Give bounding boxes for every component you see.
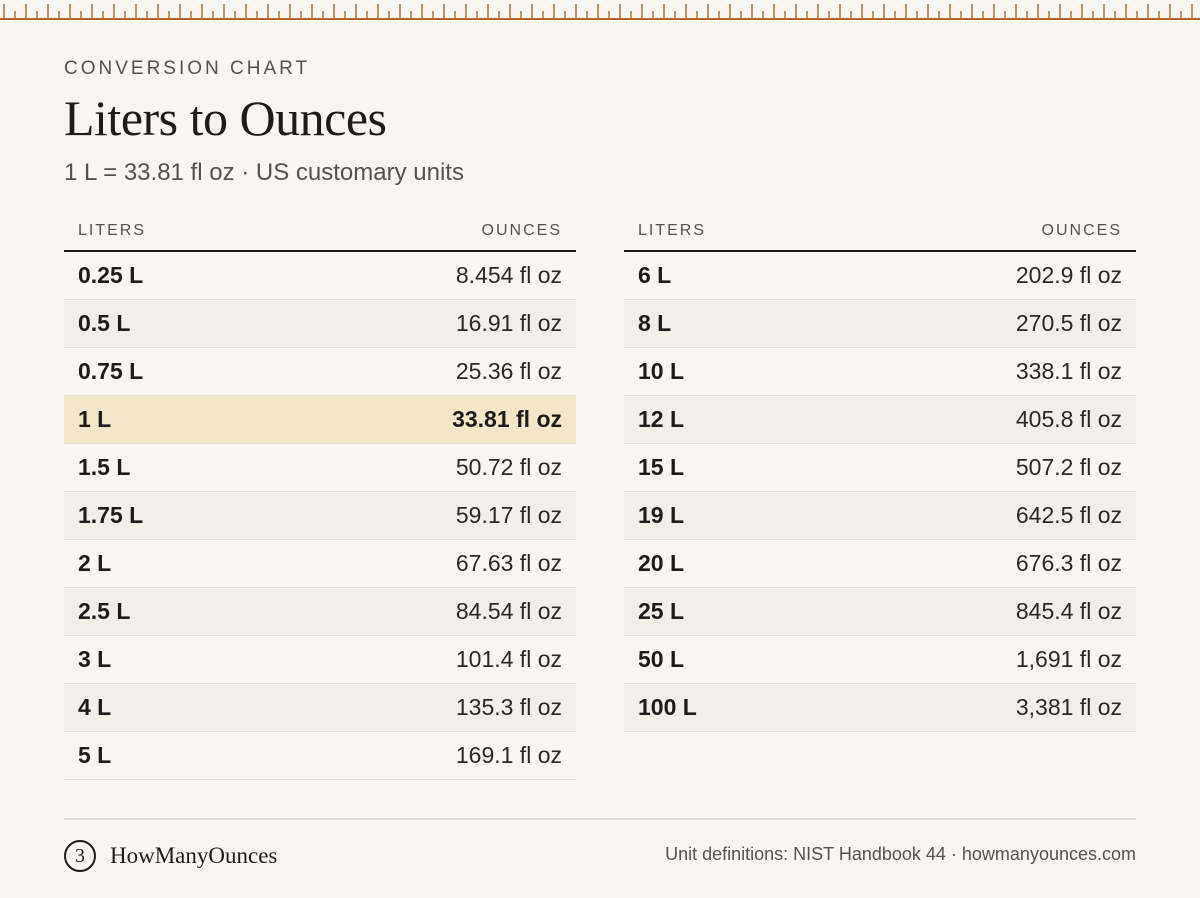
liters-cell: 1.75 L [78,502,144,528]
conversion-table-left: LITERS OUNCES 0.25 L 8.454 fl oz 0.5 L 16.9… [64,212,576,780]
ounces-cell: 16.91 fl oz [455,310,562,336]
ounces-cell: 50.72 fl oz [455,454,562,480]
liters-cell: 0.75 L [78,358,144,384]
ounces-cell: 59.17 fl oz [455,502,562,528]
liters-cell: 8 L [638,310,672,336]
table-row: 8 L 270.5 fl oz [624,300,1136,348]
liters-cell: 12 L [638,406,685,432]
ounces-cell: 169.1 fl oz [455,742,562,768]
ounces-cell: 507.2 fl oz [1015,454,1122,480]
ounces-cell: 8.454 fl oz [455,262,562,288]
liters-cell: 100 L [638,694,697,720]
ounces-cell: 676.3 fl oz [1015,550,1122,576]
ounces-cell: 135.3 fl oz [455,694,562,720]
ounces-cell: 202.9 fl oz [1015,262,1122,288]
footer-divider [64,818,1136,820]
column-header-ounces: OUNCES [481,222,562,239]
source-credit: Unit definitions: NIST Handbook 44 · how… [665,844,1136,864]
liters-cell: 20 L [638,550,685,576]
table-row: 19 L 642.5 fl oz [624,492,1136,540]
table-row: 0.25 L 8.454 fl oz [64,252,576,300]
table-row: 0.5 L 16.91 fl oz [64,300,576,348]
liters-cell: 6 L [638,262,672,288]
table-row: 25 L 845.4 fl oz [624,588,1136,636]
liters-cell: 1 L [78,406,112,432]
table-row: 1.5 L 50.72 fl oz [64,444,576,492]
table-row: 12 L 405.8 fl oz [624,396,1136,444]
table-row: 4 L 135.3 fl oz [64,684,576,732]
table-row: 5 L 169.1 fl oz [64,732,576,780]
ounces-cell: 84.54 fl oz [455,598,562,624]
liters-cell: 4 L [78,694,112,720]
ounces-cell: 845.4 fl oz [1015,598,1122,624]
ounces-cell: 338.1 fl oz [1015,358,1122,384]
table-row: 2.5 L 84.54 fl oz [64,588,576,636]
liters-cell: 1.5 L [78,454,131,480]
liters-cell: 0.25 L [78,262,144,288]
table-row: 6 L 202.9 fl oz [624,252,1136,300]
ounces-cell: 33.81 fl oz [452,406,562,432]
liters-cell: 19 L [638,502,685,528]
ruler-border [0,0,1200,22]
ounce-symbol-icon: 3 [64,840,96,872]
ounces-cell: 642.5 fl oz [1015,502,1122,528]
table-row: 2 L 67.63 fl oz [64,540,576,588]
page-title: Liters to Ounces [64,90,387,146]
table-row: 50 L 1,691 fl oz [624,636,1136,684]
ounces-cell: 101.4 fl oz [455,646,562,672]
brand-name: HowManyOunces [110,843,278,868]
table-header: LITERS OUNCES [624,212,1136,252]
table-row-highlighted: 1 L 33.81 fl oz [64,396,576,444]
page-subtitle: 1 L = 33.81 fl oz · US customary units [64,159,464,186]
liters-cell: 5 L [78,742,112,768]
liters-cell: 15 L [638,454,685,480]
ounces-cell: 67.63 fl oz [455,550,562,576]
liters-cell: 2.5 L [78,598,131,624]
table-row: 1.75 L 59.17 fl oz [64,492,576,540]
table-row: 20 L 676.3 fl oz [624,540,1136,588]
conversion-table-right: LITERS OUNCES 6 L 202.9 fl oz 8 L 270.5 fl … [624,212,1136,732]
liters-cell: 50 L [638,646,685,672]
ounces-cell: 1,691 fl oz [1015,646,1122,672]
liters-cell: 3 L [78,646,112,672]
liters-cell: 2 L [78,550,112,576]
column-header-liters: LITERS [638,222,707,239]
column-header-ounces: OUNCES [1041,222,1122,239]
table-body: 0.25 L 8.454 fl oz 0.5 L 16.91 fl oz 0.75 L 2… [64,252,576,780]
ounces-cell: 405.8 fl oz [1015,406,1122,432]
table-row: 100 L 3,381 fl oz [624,684,1136,732]
table-row: 15 L 507.2 fl oz [624,444,1136,492]
liters-cell: 10 L [638,358,685,384]
ruler-ticks [0,4,1200,20]
ounces-cell: 25.36 fl oz [455,358,562,384]
ounces-cell: 3,381 fl oz [1015,694,1122,720]
brand-logo[interactable]: 3 HowManyOunces [64,838,277,874]
ounces-cell: 270.5 fl oz [1015,310,1122,336]
table-row: 3 L 101.4 fl oz [64,636,576,684]
liters-cell: 25 L [638,598,685,624]
liters-cell: 0.5 L [78,310,131,336]
column-header-liters: LITERS [78,222,147,239]
eyebrow-label: CONVERSION CHART [64,58,311,79]
table-row: 10 L 338.1 fl oz [624,348,1136,396]
table-row: 0.75 L 25.36 fl oz [64,348,576,396]
table-header: LITERS OUNCES [64,212,576,252]
table-body: 6 L 202.9 fl oz 8 L 270.5 fl oz 10 L 338.1 fl… [624,252,1136,732]
